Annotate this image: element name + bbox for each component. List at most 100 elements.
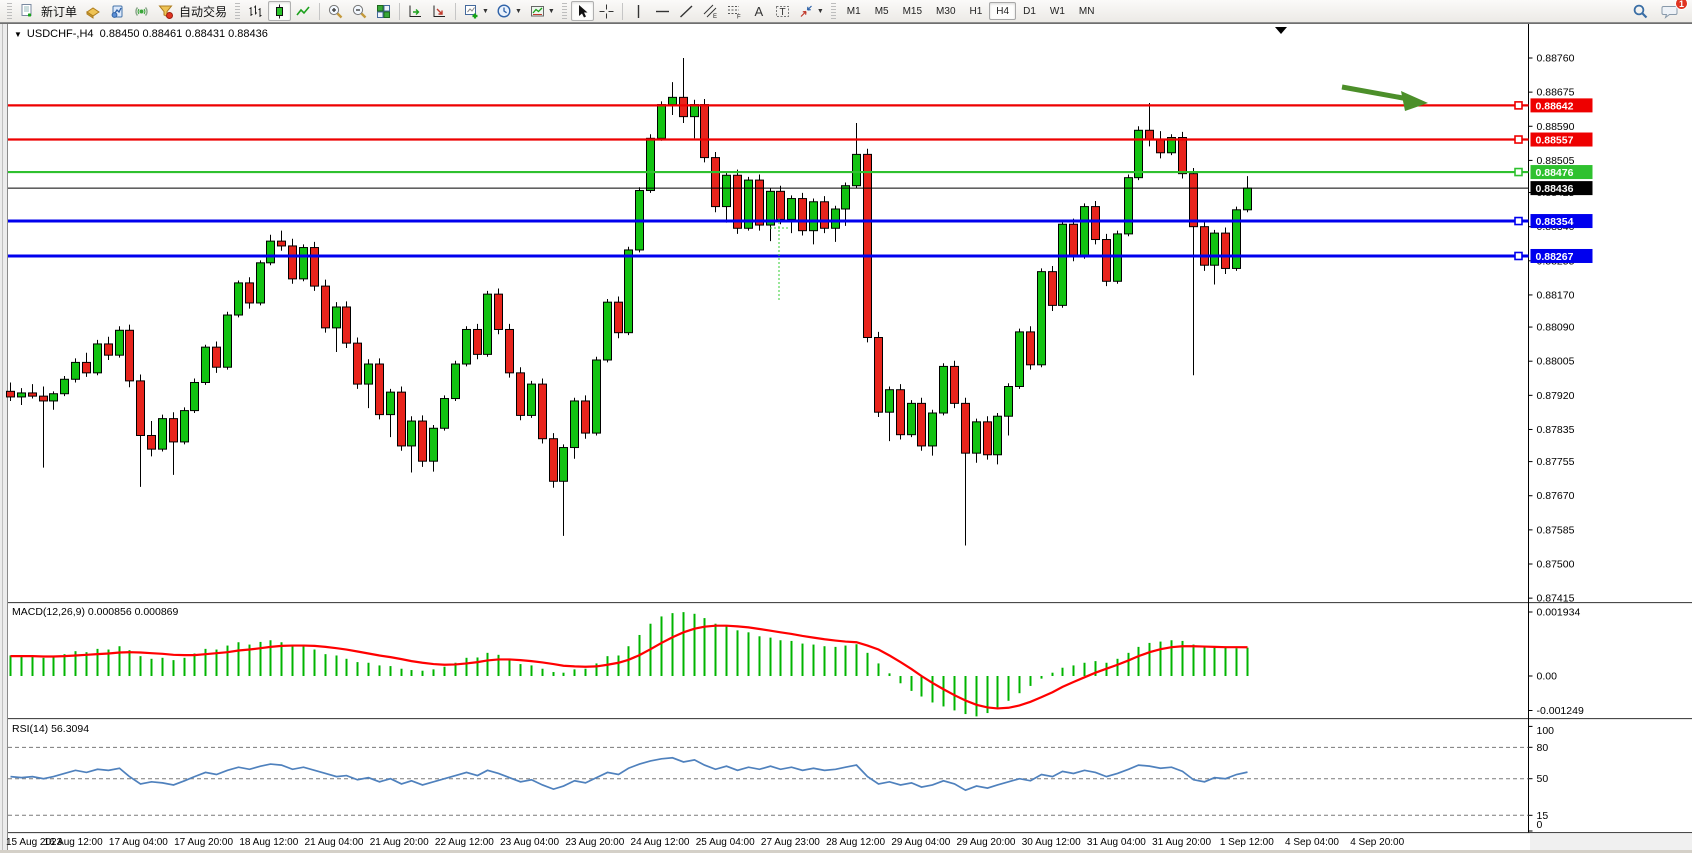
candlestick-button[interactable]	[268, 1, 292, 21]
line-chart-button[interactable]	[292, 1, 315, 21]
notifications-button[interactable]: 1	[1658, 0, 1688, 21]
date-axis-label: 16 Aug 12:00	[44, 837, 103, 848]
svg-text:A: A	[754, 4, 763, 19]
rsi-axis-tick: 50	[1537, 773, 1549, 785]
date-axis-label: 28 Aug 12:00	[826, 837, 885, 848]
timeframe-button-w1[interactable]: W1	[1049, 5, 1065, 17]
timeframe-button-m5[interactable]: M5	[874, 5, 889, 17]
channel-icon: E	[703, 4, 717, 20]
new-order-icon	[21, 3, 32, 16]
horizontal-line-button[interactable]	[651, 1, 674, 21]
indicator-list-button[interactable]	[428, 1, 451, 21]
toolbar-grip	[7, 3, 12, 19]
svg-text:T: T	[779, 7, 785, 18]
svg-text:F: F	[737, 14, 741, 20]
macd-axis-tick: 0.001934	[1537, 607, 1581, 619]
timeframe-button-d1[interactable]: D1	[1023, 5, 1036, 17]
timeframe-button-m1[interactable]: M1	[846, 5, 861, 17]
channel-button[interactable]: E	[699, 1, 722, 21]
timeframe-button-m30[interactable]: M30	[936, 5, 956, 17]
price-line-label: 0.88354	[1536, 216, 1574, 228]
text-icon: A	[754, 4, 763, 19]
bar-chart-button[interactable]	[244, 1, 267, 21]
chevron-down-icon: ▼	[816, 7, 824, 15]
date-axis-label: 29 Aug 20:00	[957, 837, 1016, 848]
horizontal-line-icon	[655, 10, 669, 12]
annotations-layer	[770, 27, 1428, 302]
chart-symbol-label: USDCHF-,H4	[26, 28, 94, 40]
current-price-label: 0.88436	[1536, 183, 1574, 195]
macd-indicator-label: MACD(12,26,9) 0.000856 0.000869	[12, 606, 179, 618]
text-label-icon: T	[775, 5, 789, 18]
date-axis-label: 30 Aug 12:00	[1022, 837, 1081, 848]
svg-text:E: E	[713, 14, 717, 20]
date-axis-label: 24 Aug 12:00	[631, 837, 690, 848]
price-axis-tick: 0.87920	[1537, 390, 1575, 402]
arrows-icon	[800, 5, 812, 17]
chart-shift-marker	[1275, 27, 1287, 34]
price-line-label: 0.88267	[1536, 251, 1574, 263]
toolbar-separator	[621, 2, 623, 20]
vertical-line-icon	[637, 4, 640, 18]
text-label-button[interactable]: T	[771, 1, 794, 21]
text-button[interactable]: A	[747, 1, 770, 21]
date-axis-label: 4 Sep 04:00	[1285, 837, 1339, 848]
date-axis-label: 17 Aug 20:00	[174, 837, 233, 848]
price-line-label: 0.88557	[1536, 135, 1574, 147]
date-axis-label: 21 Aug 04:00	[305, 837, 364, 848]
toolbar-separator	[319, 2, 321, 20]
toolbar-grip	[561, 3, 567, 19]
rsi-axis-tick: 0	[1537, 819, 1543, 831]
signals-button[interactable]	[130, 1, 153, 21]
trendline-icon	[679, 4, 693, 18]
date-axis-label: 1 Sep 12:00	[1220, 837, 1274, 848]
new-chart-button[interactable]: ▼	[460, 1, 492, 21]
new-chart-icon	[465, 4, 478, 18]
main-toolbar: 新订单 自动交易	[0, 0, 1692, 23]
new-order-button[interactable]	[16, 1, 39, 21]
tile-windows-button[interactable]	[372, 1, 395, 21]
tile-windows-icon	[377, 4, 391, 18]
zoom-in-button[interactable]	[324, 1, 347, 21]
strategy-tester-button[interactable]	[106, 1, 129, 21]
chart-menu-icon[interactable]: ▼	[14, 30, 22, 39]
cursor-button[interactable]	[570, 1, 594, 21]
market-watch-button[interactable]	[82, 1, 105, 21]
trendline-button[interactable]	[675, 1, 698, 21]
autotrade-button[interactable]	[154, 1, 177, 21]
crosshair-button[interactable]	[595, 1, 618, 21]
new-order-label[interactable]: 新订单	[41, 4, 78, 19]
rsi-indicator-label: RSI(14) 56.3094	[12, 723, 90, 735]
autotrade-label[interactable]: 自动交易	[179, 4, 228, 19]
date-axis-label: 18 Aug 12:00	[239, 837, 298, 848]
macd-axis-tick: 0.00	[1537, 671, 1558, 683]
date-axis-label: 22 Aug 12:00	[435, 837, 494, 848]
price-axis-tick: 0.87415	[1537, 593, 1575, 605]
timeframe-button-mn[interactable]: MN	[1078, 5, 1095, 17]
zoom-in-icon	[328, 4, 343, 18]
arrows-button[interactable]: ▼	[795, 1, 827, 21]
search-button[interactable]	[1629, 1, 1652, 21]
date-axis-label: 29 Aug 04:00	[891, 837, 950, 848]
bar-chart-icon	[249, 5, 262, 17]
vertical-line-button[interactable]	[627, 1, 650, 21]
period-button[interactable]: ▼	[493, 1, 525, 21]
data-window-button[interactable]	[404, 1, 427, 21]
toolbar-grip	[830, 3, 836, 19]
fibonacci-button[interactable]: F	[723, 1, 746, 21]
macd-axis-tick: -0.001249	[1537, 705, 1584, 717]
date-axis-label: 31 Aug 04:00	[1087, 837, 1146, 848]
price-line-label: 0.88476	[1536, 167, 1574, 179]
price-axis-tick: 0.87585	[1537, 524, 1575, 536]
template-icon	[530, 5, 544, 16]
toolbar-separator	[399, 2, 401, 20]
date-axis-label: 23 Aug 04:00	[500, 837, 559, 848]
price-axis-tick: 0.88760	[1537, 53, 1575, 65]
date-axis-label: 21 Aug 20:00	[370, 837, 429, 848]
timeframe-button-h1[interactable]: H1	[969, 5, 983, 17]
template-button[interactable]: ▼	[526, 1, 558, 21]
zoom-out-button[interactable]	[348, 1, 371, 21]
timeframe-button-m15[interactable]: M15	[902, 5, 923, 17]
timeframe-button-h4[interactable]: H4	[989, 2, 1017, 20]
